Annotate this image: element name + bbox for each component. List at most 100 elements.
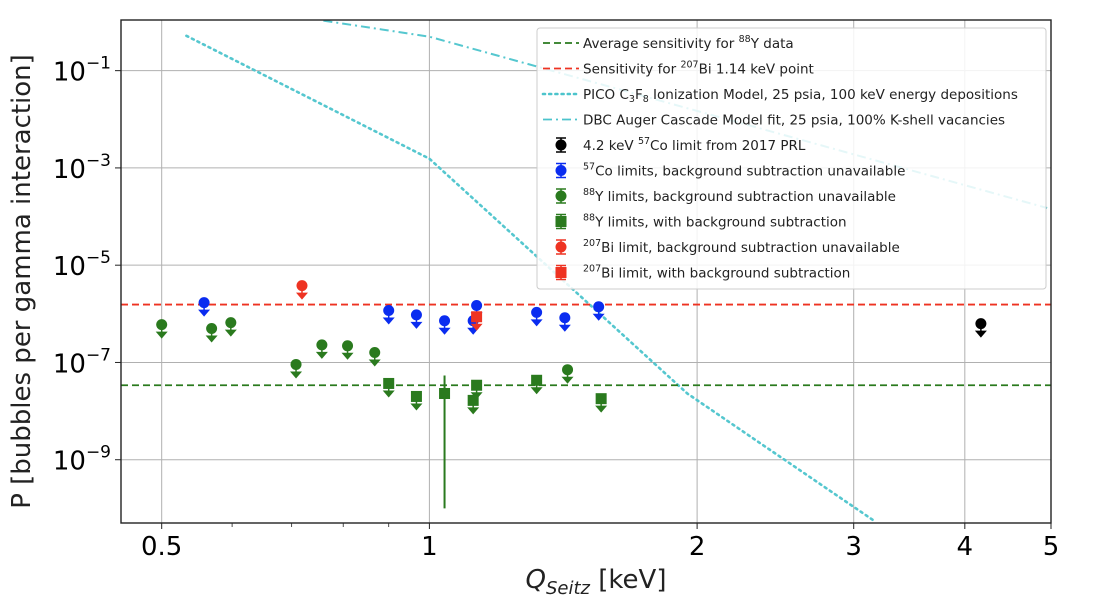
- marker-square: [471, 311, 483, 323]
- marker-circle: [975, 318, 987, 330]
- marker-circle: [206, 322, 218, 334]
- upper-limit-arrow-icon: [198, 309, 211, 317]
- data-point: [315, 339, 328, 359]
- x-tick-label: 3: [845, 532, 862, 562]
- legend-item: Average sensitivity for 88Y data: [543, 34, 794, 52]
- marker-square: [410, 390, 422, 402]
- y-tick-label: 10−5: [53, 248, 111, 282]
- marker-square: [595, 393, 607, 405]
- marker-circle: [316, 339, 328, 351]
- series-circle-000000: [974, 318, 987, 338]
- data-point: [561, 364, 574, 384]
- legend-item: 88Y limits, background subtraction unava…: [555, 187, 896, 205]
- data-point: [467, 394, 480, 415]
- series-square-2a7a1e: [382, 374, 608, 509]
- legend-label: Average sensitivity for 88Y data: [583, 34, 794, 52]
- x-tick-label: 1: [421, 532, 438, 562]
- marker-circle: [410, 309, 422, 321]
- marker-circle: [471, 300, 483, 312]
- marker-circle: [562, 364, 574, 376]
- marker-circle: [342, 340, 354, 352]
- data-point: [224, 317, 237, 337]
- x-axis-title-main: Q: [526, 565, 546, 595]
- y-tick-label: 10−3: [53, 151, 111, 185]
- upper-limit-arrow-icon: [467, 407, 480, 415]
- upper-limit-arrow-icon: [595, 405, 608, 413]
- legend-label: 207Bi limit, with background subtraction: [583, 264, 850, 282]
- legend-box: [536, 27, 1047, 290]
- marker-circle: [225, 317, 237, 329]
- upper-limit-arrow-icon: [368, 359, 381, 367]
- marker-square: [471, 379, 483, 391]
- legend-marker-square: [555, 267, 567, 278]
- series-circle-2a7a1e: [155, 317, 574, 384]
- series-circle-0a2cf0: [198, 297, 605, 335]
- upper-limit-arrow-icon: [155, 331, 168, 339]
- upper-limit-arrow-icon: [341, 352, 354, 360]
- y-tick-label: 10−1: [53, 54, 111, 88]
- x-tick-label: 2: [689, 532, 706, 562]
- data-point: [470, 311, 483, 331]
- x-axis: 0.5 1 2 3 4 5: [141, 523, 1059, 562]
- legend-marker-circle: [555, 165, 567, 176]
- data-point: [410, 390, 423, 411]
- data-point: [530, 306, 543, 327]
- upper-limit-arrow-icon: [438, 327, 451, 335]
- legend-label: 4.2 keV 57Co limit from 2017 PRL: [583, 136, 806, 154]
- series-square-ee3322: [470, 311, 483, 331]
- upper-limit-arrow-icon: [530, 319, 543, 327]
- marker-square: [439, 387, 451, 399]
- x-tick-label: 5: [1043, 532, 1060, 562]
- upper-limit-arrow-icon: [382, 390, 395, 398]
- upper-limit-arrow-icon: [382, 317, 395, 325]
- data-point: [592, 301, 605, 321]
- series-circle-ee3322: [295, 280, 308, 300]
- data-point: [295, 280, 308, 300]
- legend-label: PICO C3F8 Ionization Model, 25 psia, 100…: [583, 87, 1018, 105]
- legend-label: 88Y limits, background subtraction unava…: [583, 187, 896, 205]
- plot-frame: [120, 19, 1052, 524]
- upper-limit-arrow-icon: [558, 324, 571, 332]
- x-axis-title-sub: Seitz: [546, 578, 591, 599]
- legend-item: Sensitivity for 207Bi 1.14 keV point: [543, 60, 814, 78]
- legend-item: 88Y limits, with background subtraction: [555, 213, 847, 231]
- legend-label: 88Y limits, with background subtraction: [583, 213, 847, 231]
- data-point: [382, 377, 395, 398]
- data-points: [155, 280, 987, 509]
- legend-item: PICO C3F8 Ionization Model, 25 psia, 100…: [541, 87, 1018, 105]
- marker-circle: [593, 301, 605, 313]
- y-axis: 10−1 10−3 10−5 10−7 10−9: [53, 54, 121, 477]
- upper-limit-arrow-icon: [205, 335, 218, 343]
- legend-item: 207Bi limit, background subtraction unav…: [555, 238, 900, 256]
- marker-circle: [531, 306, 543, 318]
- data-point: [155, 319, 168, 339]
- data-point: [341, 340, 354, 360]
- upper-limit-arrow-icon: [315, 351, 328, 359]
- upper-limit-arrow-icon: [410, 403, 423, 411]
- x-axis-title: QSeitz [keV]: [526, 565, 667, 599]
- upper-limit-arrow-icon: [592, 313, 605, 321]
- legend-item: 4.2 keV 57Co limit from 2017 PRL: [555, 136, 806, 154]
- marker-circle: [559, 312, 571, 324]
- upper-limit-arrow-icon: [410, 321, 423, 329]
- upper-limit-arrow-icon: [530, 387, 543, 395]
- legend-label: Sensitivity for 207Bi 1.14 keV point: [583, 60, 814, 78]
- legend-marker-circle: [555, 139, 567, 151]
- legend-marker-square: [555, 216, 567, 227]
- legend-label: DBC Auger Cascade Model fit, 25 psia, 10…: [583, 113, 1005, 129]
- marker-circle: [290, 358, 302, 370]
- upper-limit-arrow-icon: [290, 371, 303, 379]
- data-point: [198, 297, 211, 317]
- legend-marker-circle: [555, 241, 567, 253]
- data-point: [410, 309, 423, 329]
- x-tick-label: 4: [957, 532, 974, 562]
- sensitivity-lines: [121, 303, 1051, 387]
- x-tick-label: 0.5: [141, 532, 182, 562]
- marker-circle: [439, 315, 451, 327]
- marker-circle: [156, 319, 168, 331]
- upper-limit-arrow-icon: [295, 292, 308, 300]
- marker-square: [467, 394, 479, 406]
- data-point: [974, 318, 987, 338]
- marker-square: [383, 377, 395, 389]
- marker-circle: [383, 305, 395, 317]
